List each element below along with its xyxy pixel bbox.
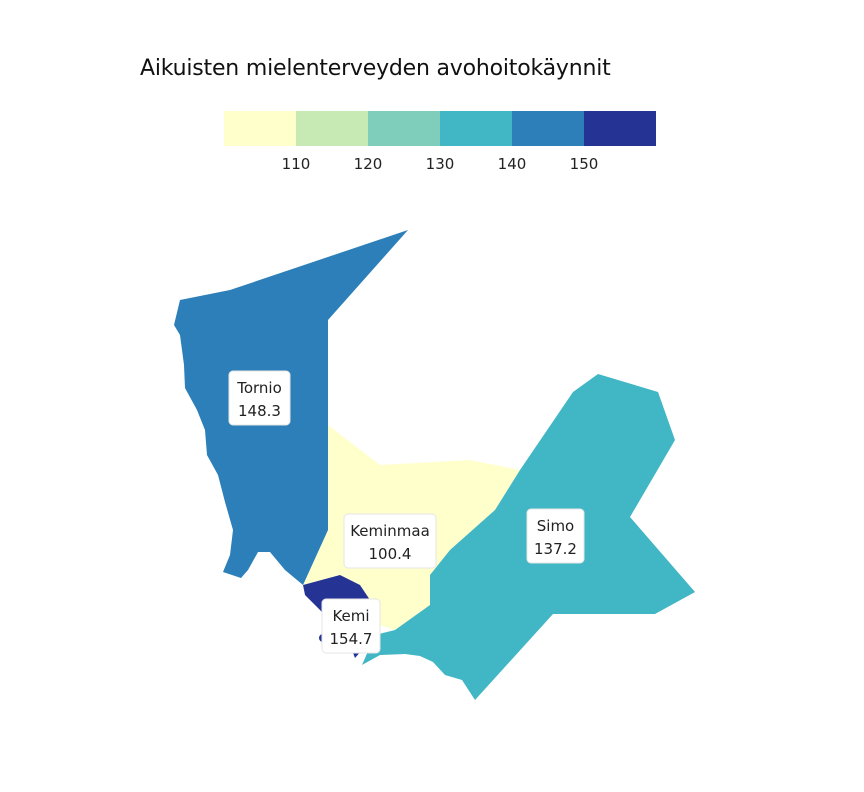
region-tornio[interactable]: [174, 230, 408, 585]
region-labels: Tornio 148.3 Keminmaa 100.4 Simo 137.2 K…: [228, 370, 585, 654]
label-value: 100.4: [369, 545, 412, 563]
map-title: Aikuisten mielenterveyden avohoitokäynni…: [140, 56, 611, 81]
legend-tick-0: 110: [282, 155, 311, 173]
label-box: [228, 370, 291, 426]
legend-tick-1: 120: [354, 155, 383, 173]
label-kemi: Kemi 154.7: [321, 598, 381, 654]
color-legend: 110 120 130 140 150: [224, 111, 656, 173]
legend-swatch-5: [584, 111, 656, 146]
legend-tick-2: 130: [426, 155, 455, 173]
label-name: Simo: [537, 517, 574, 535]
label-box: [343, 513, 437, 569]
legend-swatch-2: [368, 111, 440, 146]
label-box: [321, 598, 381, 654]
label-tornio: Tornio 148.3: [228, 370, 291, 426]
municipality-regions: [174, 230, 695, 700]
legend-tick-4: 150: [570, 155, 599, 173]
legend-swatch-1: [296, 111, 368, 146]
label-simo: Simo 137.2: [526, 508, 585, 564]
label-box: [526, 508, 585, 564]
label-name: Keminmaa: [350, 522, 430, 540]
legend-swatch-3: [440, 111, 512, 146]
label-name: Tornio: [236, 379, 282, 397]
label-value: 137.2: [534, 540, 577, 558]
label-name: Kemi: [332, 607, 369, 625]
legend-swatch-4: [512, 111, 584, 146]
legend-tick-3: 140: [498, 155, 527, 173]
label-keminmaa: Keminmaa 100.4: [343, 513, 437, 569]
label-value: 154.7: [330, 630, 373, 648]
label-value: 148.3: [238, 402, 281, 420]
legend-swatch-0: [224, 111, 296, 146]
